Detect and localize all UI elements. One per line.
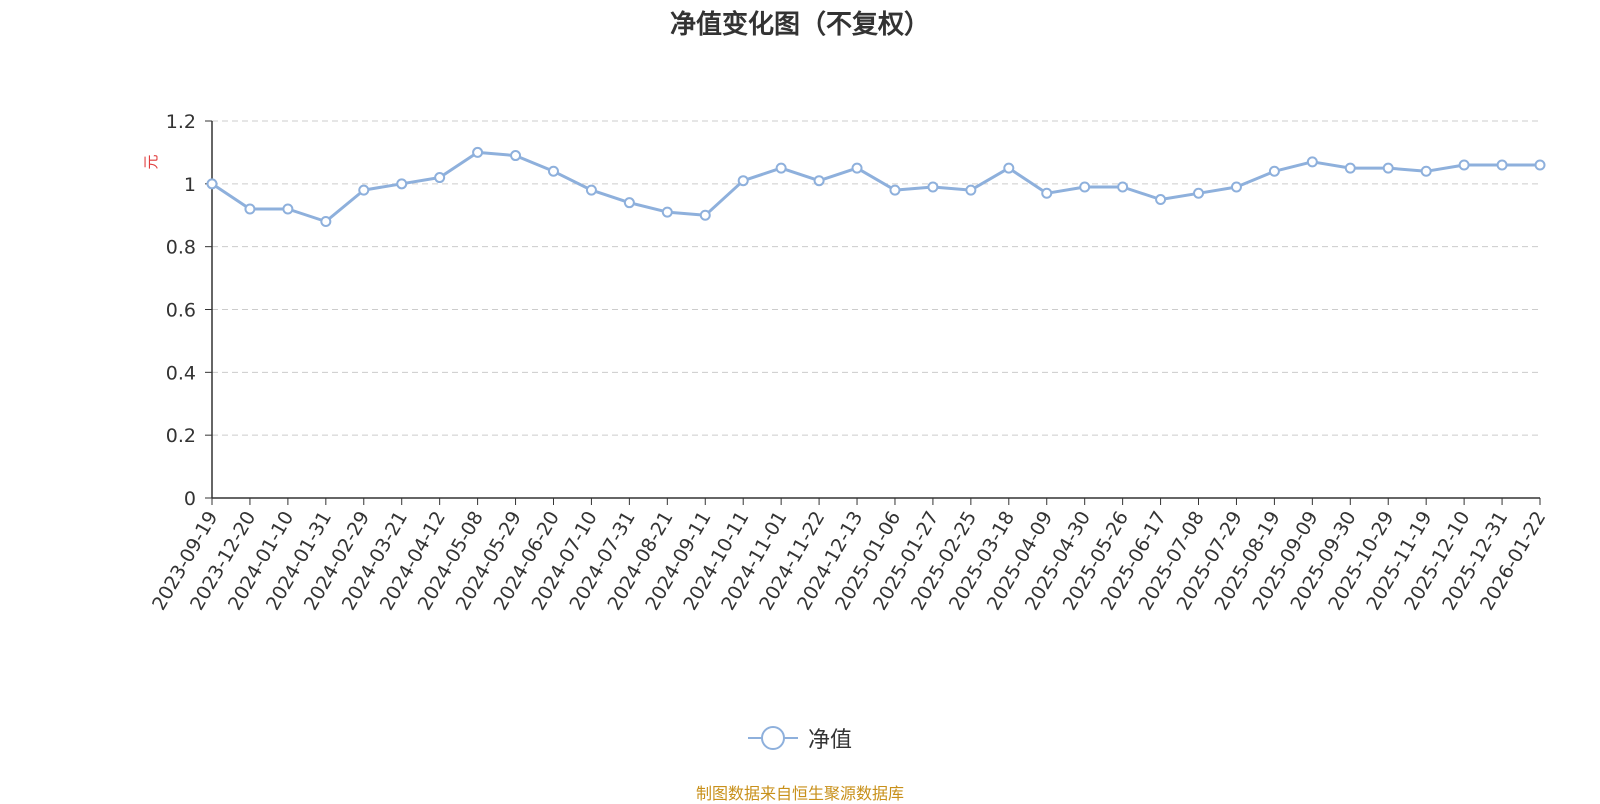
data-point[interactable]	[472, 146, 484, 158]
data-point[interactable]	[358, 184, 370, 196]
data-point[interactable]	[813, 175, 825, 187]
data-point[interactable]	[927, 181, 939, 193]
y-tick-label: 0.6	[166, 300, 196, 322]
data-point[interactable]	[585, 184, 597, 196]
y-tick-labels: 0 0.2 0.4 0.6 0.8 1 1.2	[166, 111, 196, 510]
data-point[interactable]	[1496, 159, 1508, 171]
data-point[interactable]	[547, 165, 559, 177]
data-point[interactable]	[434, 172, 446, 184]
legend[interactable]: 净值	[0, 722, 1600, 757]
chart-title: 净值变化图（不复权）	[669, 10, 930, 40]
y-tick-label: 0.2	[166, 425, 196, 447]
x-tick-labels: 2023-09-192023-12-202024-01-102024-01-31…	[148, 507, 1550, 614]
data-point[interactable]	[965, 184, 977, 196]
data-point[interactable]	[1268, 165, 1280, 177]
legend-marker-icon	[747, 726, 798, 750]
data-point[interactable]	[889, 184, 901, 196]
data-point[interactable]	[699, 209, 711, 221]
data-point[interactable]	[244, 203, 256, 215]
data-point[interactable]	[737, 175, 749, 187]
data-point[interactable]	[1306, 156, 1318, 168]
y-tick-label: 1.2	[166, 111, 196, 133]
data-point[interactable]	[1079, 181, 1091, 193]
y-axis-unit-label: 元	[142, 154, 160, 169]
data-point[interactable]	[1041, 187, 1053, 199]
y-tick-label: 0	[184, 488, 196, 510]
data-source-note: 制图数据来自恒生聚源数据库	[695, 784, 904, 803]
data-point[interactable]	[1458, 159, 1470, 171]
data-point[interactable]	[320, 216, 332, 228]
data-point[interactable]	[1193, 187, 1205, 199]
y-tick-label: 0.8	[166, 237, 196, 259]
data-point[interactable]	[661, 206, 673, 218]
grid-lines	[212, 120, 1540, 436]
series-layer	[206, 146, 1546, 228]
data-point[interactable]	[623, 197, 635, 209]
data-point[interactable]	[1344, 162, 1356, 174]
series-line	[211, 150, 1540, 223]
data-point[interactable]	[282, 203, 294, 215]
data-point[interactable]	[1230, 181, 1242, 193]
data-point[interactable]	[1420, 165, 1432, 177]
data-point[interactable]	[510, 150, 522, 162]
data-point[interactable]	[1155, 194, 1167, 206]
data-point[interactable]	[1003, 162, 1015, 174]
data-point[interactable]	[1534, 159, 1546, 171]
data-point[interactable]	[1382, 162, 1394, 174]
data-point[interactable]	[206, 178, 218, 190]
legend-label: 净值	[807, 728, 852, 753]
data-point[interactable]	[851, 162, 863, 174]
data-point[interactable]	[1117, 181, 1129, 193]
data-point[interactable]	[396, 178, 408, 190]
y-tick-label: 1	[184, 174, 196, 196]
y-tick-label: 0.4	[166, 362, 196, 384]
data-point[interactable]	[775, 162, 787, 174]
